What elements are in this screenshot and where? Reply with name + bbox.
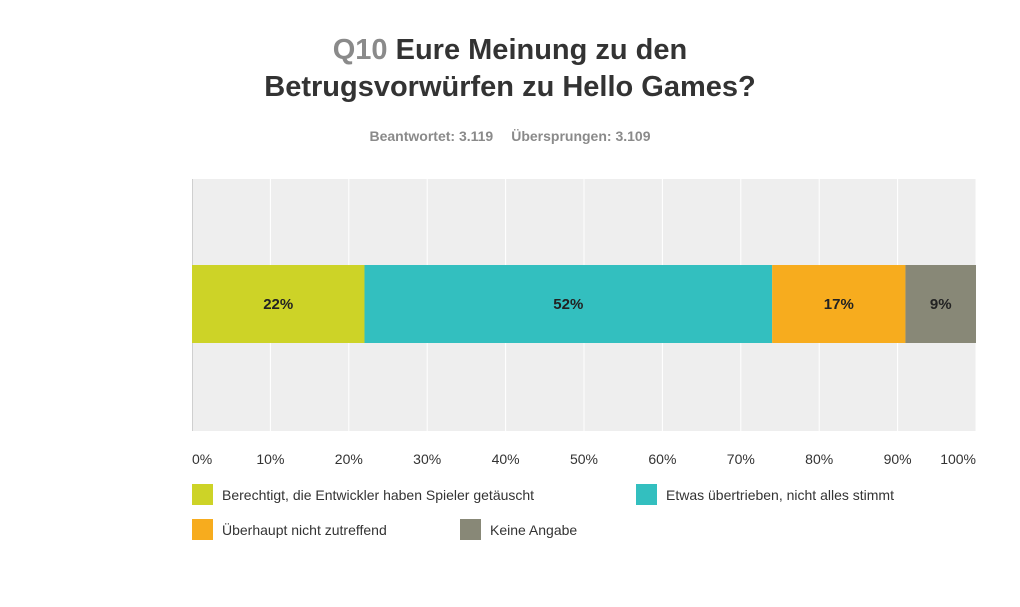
x-tick-label: 70%	[727, 451, 755, 467]
bar-data-label: 52%	[553, 296, 583, 313]
title-text-1: Eure Meinung zu den	[395, 34, 688, 66]
skipped-count: Übersprungen: 3.109	[511, 128, 651, 144]
legend-swatch	[460, 519, 481, 540]
x-tick-label: 30%	[413, 451, 441, 467]
x-tick-label: 40%	[492, 451, 520, 467]
bar-segment	[905, 265, 976, 343]
title-line-1: Q10 Eure Meinung zu den	[0, 32, 1020, 69]
x-tick-label: 90%	[884, 451, 912, 467]
bar-segment	[192, 265, 365, 343]
legend-swatch	[636, 484, 657, 505]
x-tick-label: 10%	[256, 451, 284, 467]
legend-label: Keine Angabe	[490, 521, 578, 538]
title-line-2: Betrugsvorwürfen zu Hello Games?	[264, 71, 756, 103]
bar-data-label: 9%	[930, 296, 952, 313]
legend-item: Etwas übertrieben, nicht alles stimmt	[636, 484, 894, 505]
legend-label: Überhaupt nicht zutreffend	[222, 521, 387, 538]
bar-data-label: 22%	[263, 296, 293, 313]
question-number: Q10	[332, 34, 388, 66]
x-tick-label: 50%	[570, 451, 598, 467]
bar-segment	[364, 265, 773, 343]
x-tick-label: 0%	[192, 451, 212, 467]
x-tick-label: 80%	[805, 451, 833, 467]
x-tick-label: 20%	[335, 451, 363, 467]
legend-item: Keine Angabe	[460, 519, 577, 540]
x-tick-label: 60%	[648, 451, 676, 467]
legend-item: Überhaupt nicht zutreffend	[192, 519, 387, 540]
answered-count: Beantwortet: 3.119	[369, 128, 494, 144]
legend-swatch	[192, 519, 213, 540]
chart-title: Q10 Eure Meinung zu den Betrugsvorwürfen…	[0, 32, 1020, 106]
bar-segment	[772, 265, 906, 343]
response-stats: Beantwortet: 3.119 Übersprungen: 3.109	[0, 128, 1020, 144]
bar-data-label: 17%	[824, 296, 854, 313]
x-tick-label: 100%	[940, 451, 976, 467]
legend-label: Etwas übertrieben, nicht alles stimmt	[666, 486, 894, 503]
legend-label: Berechtigt, die Entwickler haben Spieler…	[222, 486, 535, 503]
legend-swatch	[192, 484, 213, 505]
legend-item: Berechtigt, die Entwickler haben Spieler…	[192, 484, 534, 505]
